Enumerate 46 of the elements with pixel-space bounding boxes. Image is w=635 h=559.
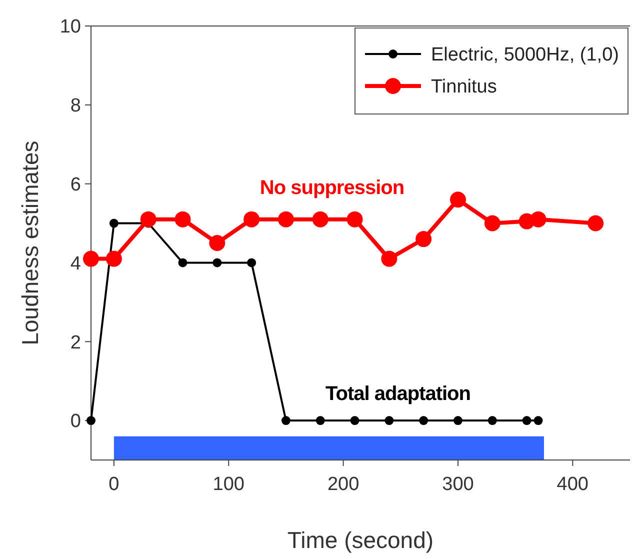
point xyxy=(278,211,294,228)
x-tick-label: 400 xyxy=(556,474,589,495)
point xyxy=(312,211,328,228)
point xyxy=(534,416,543,426)
point xyxy=(350,416,360,426)
point xyxy=(419,416,428,426)
point xyxy=(174,211,191,228)
x-tick-label: 100 xyxy=(212,474,244,495)
point xyxy=(450,192,466,208)
point xyxy=(484,215,500,232)
point xyxy=(588,215,604,232)
point xyxy=(281,416,290,426)
point xyxy=(522,416,532,426)
point xyxy=(212,258,222,268)
point xyxy=(346,211,363,228)
point xyxy=(488,416,497,426)
point xyxy=(109,218,118,228)
point xyxy=(381,250,398,267)
annotation: No suppression xyxy=(260,177,404,199)
legend-label: Electric, 5000Hz, (1,0) xyxy=(431,44,619,66)
y-tick-label: 8 xyxy=(70,96,81,117)
point xyxy=(106,250,122,267)
y-axis-title: Loudness estimates xyxy=(17,140,43,346)
legend-label: Tinnitus xyxy=(431,76,497,98)
y-tick-label: 10 xyxy=(60,16,81,38)
point xyxy=(244,211,260,228)
point xyxy=(530,211,546,228)
point xyxy=(453,416,462,426)
x-tick-label: 300 xyxy=(442,474,474,495)
x-tick-label: 0 xyxy=(108,474,120,495)
point xyxy=(416,231,432,248)
y-tick-label: 0 xyxy=(70,411,81,432)
y-tick-label: 4 xyxy=(70,253,82,274)
point xyxy=(140,211,156,228)
x-axis-title: Time (second) xyxy=(287,527,434,553)
point xyxy=(209,235,226,251)
x-tick-label: 200 xyxy=(327,474,360,495)
y-tick-label: 6 xyxy=(70,174,81,196)
point xyxy=(247,258,256,268)
annotation: Total adaptation xyxy=(326,383,470,405)
point xyxy=(384,416,394,426)
point xyxy=(178,258,188,268)
y-tick-label: 2 xyxy=(70,332,81,354)
point xyxy=(86,416,96,426)
point xyxy=(83,250,99,267)
point xyxy=(316,416,325,426)
